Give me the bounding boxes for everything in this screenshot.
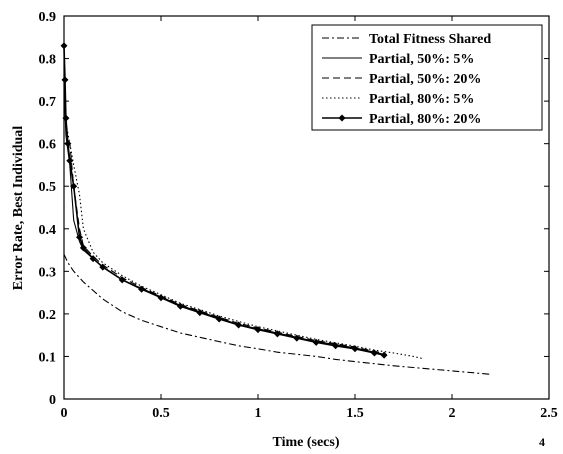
legend-label: Partial, 80%: 20% (369, 112, 481, 127)
series-marker (196, 309, 204, 317)
y-tick-label: 0.5 (39, 180, 57, 195)
series-marker (70, 182, 78, 190)
series-marker (215, 315, 223, 323)
y-tick-label: 0.9 (39, 10, 57, 25)
legend-label: Partial, 50%: 5% (369, 52, 474, 67)
series-marker (176, 302, 184, 310)
legend-label: Total Fitness Shared (369, 32, 491, 47)
series-marker (99, 263, 107, 271)
x-tick-label: 2 (449, 406, 456, 421)
x-tick-label: 0 (61, 406, 68, 421)
legend-marker (338, 114, 346, 122)
y-tick-label: 0.6 (39, 138, 57, 153)
series-marker (76, 233, 84, 241)
y-tick-label: 0.4 (39, 223, 57, 238)
series-marker (273, 330, 281, 338)
x-tick-label: 2.5 (540, 406, 558, 421)
series-marker (66, 157, 74, 165)
series-marker (370, 349, 378, 357)
y-tick-label: 0.3 (39, 265, 57, 280)
legend: Total Fitness Shared Partial, 50%: 5% Part… (311, 24, 543, 131)
series-marker (61, 76, 69, 84)
y-axis-label: Error Rate, Best Individual (11, 126, 26, 290)
series-marker (89, 255, 97, 263)
legend-label: Partial, 80%: 5% (369, 92, 474, 107)
x-tick-label: 1.5 (346, 406, 364, 421)
axis-layer: 0 0.5 1 1.5 2 2.5 0 0.1 0.2 0.3 0.4 0.5 0.6 0.7 0.8 0.9 (39, 10, 558, 421)
y-tick-label: 0.8 (39, 53, 57, 68)
series-marker (79, 244, 87, 252)
series-marker (62, 114, 70, 122)
series-marker (332, 342, 340, 350)
series-marker (235, 321, 243, 329)
series-marker (312, 338, 320, 346)
series-marker (254, 326, 262, 334)
series-line-1 (63, 254, 491, 375)
series-marker (138, 285, 146, 293)
series-marker (380, 351, 388, 359)
y-tick-label: 0.2 (39, 308, 57, 323)
x-axis-exponent-label: 4 (539, 435, 545, 449)
series-marker (293, 334, 301, 342)
x-tick-label: 1 (255, 406, 262, 421)
series-marker (60, 42, 68, 50)
series-layer (60, 42, 491, 375)
legend-label: Partial, 50%: 20% (369, 72, 481, 87)
y-tick-label: 0.7 (39, 95, 57, 110)
series-marker (351, 345, 359, 353)
series-marker (157, 294, 165, 302)
x-axis-label: Time (secs) (273, 435, 340, 450)
y-tick-label: 0 (49, 393, 56, 408)
x-tick-label: 0.5 (152, 406, 170, 421)
y-tick-label: 0.1 (39, 350, 57, 365)
series-marker (118, 276, 126, 284)
